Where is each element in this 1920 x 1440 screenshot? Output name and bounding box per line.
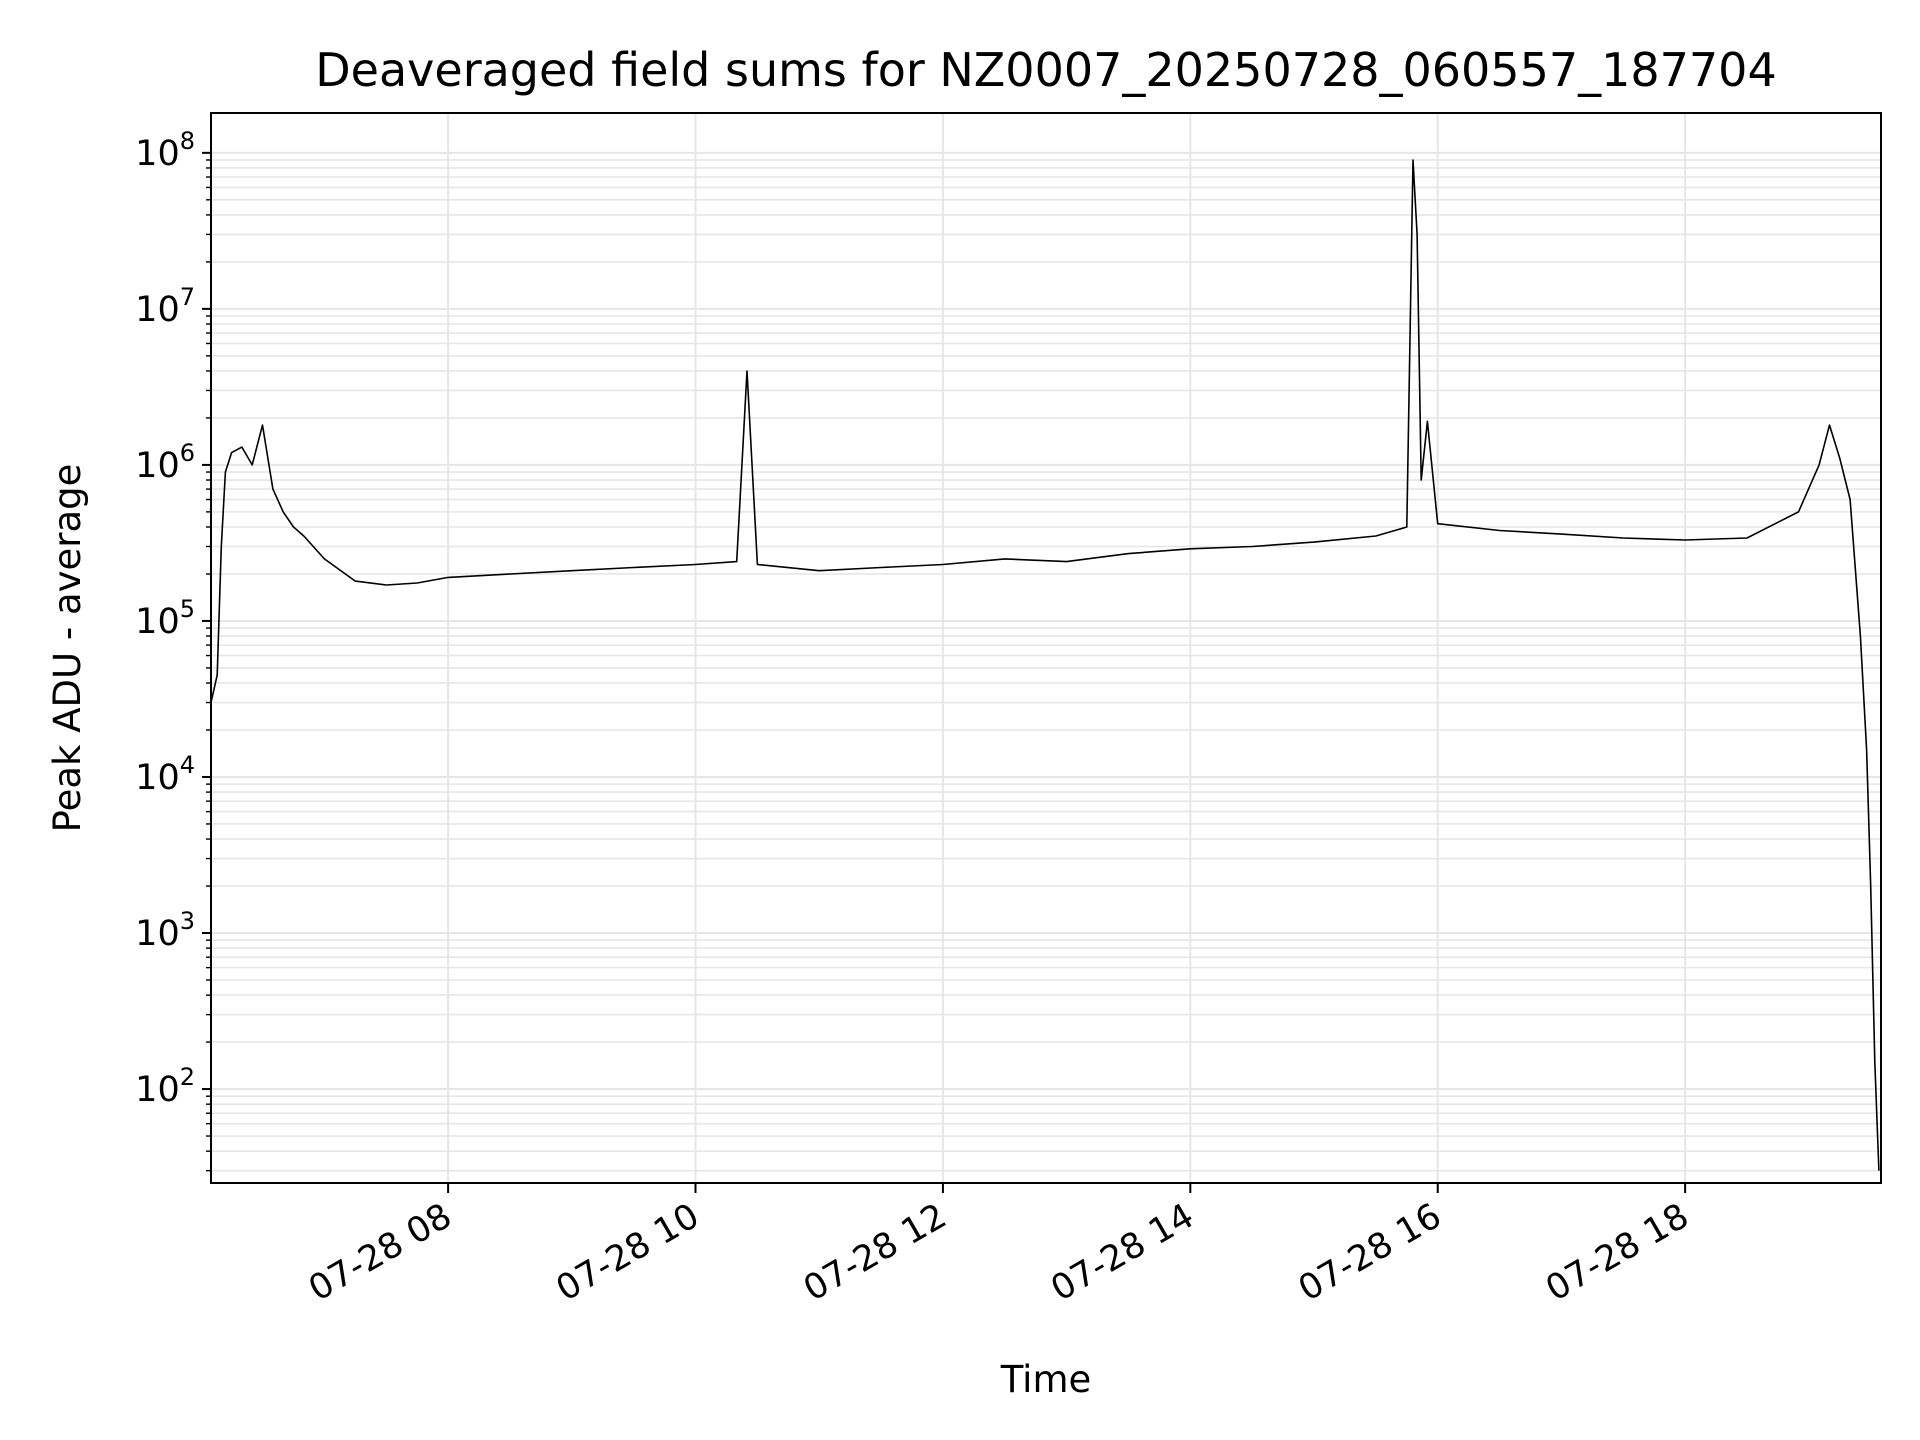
y-tick-label: 104 [135,751,195,798]
series-line-0 [210,159,1880,1171]
series-layer [210,159,1880,1171]
y-tick-label: 103 [135,907,195,954]
x-axis-label: Time [1000,1358,1092,1401]
y-tick-label: 102 [135,1063,195,1110]
grid-layer [211,113,1881,1183]
y-axis-ticks: 102 103 104 105 106 107 108 [135,127,211,1172]
chart-title: Deaveraged field sums for NZ0007_2025072… [315,43,1776,97]
y-tick-label: 108 [135,127,195,174]
y-tick-label: 106 [135,439,195,486]
y-tick-label: 105 [135,595,195,642]
plot-frame [210,112,1882,1184]
y-tick-label: 107 [135,283,195,330]
y-axis-label: Peak ADU - average [46,464,89,833]
